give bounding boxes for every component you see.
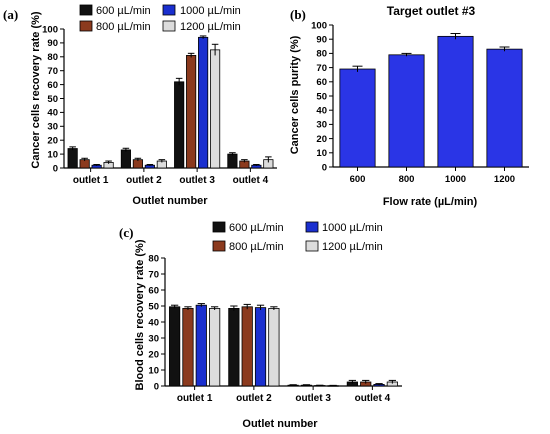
chart-c-bar	[195, 304, 207, 387]
chart-b-bar	[486, 48, 523, 168]
chart-a-bar	[198, 36, 209, 169]
chart-b-ytick-label: 90	[316, 35, 327, 46]
chart-c-bar	[182, 307, 194, 387]
chart-c-bar	[268, 307, 280, 387]
chart-b-xtick-label: 1000	[445, 174, 466, 185]
chart-c-xlabel: Outlet number	[242, 418, 318, 430]
chart-b-bar	[437, 35, 474, 168]
legend-a-swatch-600	[79, 4, 93, 16]
chart-b-xtick-label: 1200	[494, 174, 515, 185]
legend-a: 600 µL/min 800 µL/min 1000 µL/min 1200 µ…	[79, 4, 241, 33]
chart-a-xlabel: Outlet number	[132, 195, 208, 207]
chart-b-ytick-label: 40	[316, 106, 327, 117]
chart-b-bar	[388, 54, 425, 168]
chart-a-plot: 0 10 20 30 40 50 60 70 80 90 100 outlet 1 outlet 2 ou…	[42, 24, 277, 186]
legend-c-swatch-1200	[305, 240, 319, 252]
chart-c-bar	[254, 307, 267, 387]
chart-b-xlabel: Flow rate (µL/min)	[383, 196, 478, 208]
chart-a-ytick-label: 30	[47, 122, 58, 133]
legend-a-swatch-1000	[162, 4, 176, 16]
chart-b-ytick-label: 60	[316, 77, 327, 88]
chart-c-ylabel: Blood cells recovery rate (%)	[134, 239, 146, 390]
chart-c-ytick-label: 50	[148, 301, 159, 312]
legend-a-swatch-1200	[162, 20, 176, 32]
chart-a-ytick-label: 40	[47, 108, 58, 119]
chart-b-bar	[339, 68, 376, 168]
chart-c-ytick-label: 0	[154, 381, 159, 392]
chart-a-xtick-label: outlet 2	[126, 175, 162, 186]
chart-b-ylabel: Cancer cells purity (%)	[289, 35, 301, 154]
chart-b-ytick-label: 20	[316, 134, 327, 145]
chart-c-ytick-label: 10	[148, 365, 159, 376]
chart-a-xtick-label: outlet 4	[233, 175, 269, 186]
chart-b-ytick-label: 30	[316, 120, 327, 131]
chart-c-bar	[228, 307, 240, 387]
chart-a-ytick-label: 60	[47, 80, 58, 91]
chart-c-ytick-label: 30	[148, 333, 159, 344]
chart-c-xtick-label: outlet 3	[295, 393, 331, 404]
legend-a-label-600: 600 µL/min	[96, 5, 151, 17]
panel-label-a: (a)	[3, 7, 18, 22]
chart-b-ytick-label: 70	[316, 63, 327, 74]
chart-b-plot: 0 10 20 30 40 50 60 70 80 90 100 600 800 1000 1200	[311, 20, 529, 185]
chart-c-xtick-label: outlet 1	[177, 393, 213, 404]
chart-a-xtick-label: outlet 3	[179, 175, 215, 186]
chart-a-ytick-label: 100	[42, 24, 58, 35]
chart-b-ytick-label: 0	[322, 162, 327, 173]
chart-a-ytick-label: 10	[47, 149, 58, 160]
chart-c-ytick-label: 60	[148, 285, 159, 296]
legend-c-label-1000: 1000 µL/min	[322, 222, 383, 234]
legend-a-swatch-800	[79, 20, 93, 32]
legend-c-label-600: 600 µL/min	[229, 222, 284, 234]
chart-a-bar	[210, 49, 221, 169]
legend-a-label-1200: 1200 µL/min	[180, 21, 241, 33]
chart-b-ytick-label: 80	[316, 49, 327, 60]
chart-b-ytick-label: 50	[316, 91, 327, 102]
chart-a-xtick-label: outlet 1	[73, 175, 109, 186]
chart-a-bar	[227, 153, 238, 169]
legend-c-label-1200: 1200 µL/min	[322, 241, 383, 253]
legend-c-swatch-600	[212, 221, 226, 233]
legend-c: 600 µL/min 800 µL/min 1000 µL/min 1200 µ…	[212, 221, 383, 253]
legend-c-label-800: 800 µL/min	[229, 241, 284, 253]
chart-b-xtick-label: 800	[399, 174, 415, 185]
chart-a-bar	[186, 55, 197, 169]
chart-c-bar	[169, 306, 181, 387]
legend-c-swatch-800	[212, 240, 226, 252]
chart-a-ylabel: Cancer cells recovery rate (%)	[30, 11, 42, 168]
legend-a-label-800: 800 µL/min	[96, 21, 151, 33]
chart-b-ytick-label: 100	[311, 20, 327, 31]
chart-b-title: Target outlet #3	[387, 4, 476, 18]
chart-a-ytick-label: 0	[53, 163, 58, 174]
chart-c-plot: 0 10 20 30 40 50 60 70 80 outlet 1 outlet 2 outlet …	[148, 253, 402, 404]
legend-a-label-1000: 1000 µL/min	[180, 5, 241, 17]
chart-c-bar	[241, 306, 253, 387]
chart-c-ytick-label: 20	[148, 349, 159, 360]
chart-c-bar	[209, 307, 221, 387]
chart-c-xtick-label: outlet 2	[236, 393, 272, 404]
chart-a-bar	[67, 148, 78, 169]
chart-a-ytick-label: 50	[47, 94, 58, 105]
legend-c-swatch-1000	[305, 221, 319, 233]
chart-a-ytick-label: 70	[47, 66, 58, 77]
chart-a-ytick-label: 90	[47, 38, 58, 49]
chart-c-ytick-label: 80	[148, 253, 159, 264]
chart-b-ytick-label: 10	[316, 148, 327, 159]
chart-a-bar	[174, 81, 185, 169]
chart-c-xtick-label: outlet 4	[355, 393, 391, 404]
chart-a-ytick-label: 80	[47, 52, 58, 63]
panel-label-b: (b)	[290, 7, 306, 22]
panel-label-c: (c)	[119, 225, 133, 240]
chart-c-ytick-label: 70	[148, 269, 159, 280]
chart-b-xtick-label: 600	[350, 174, 366, 185]
chart-a-ytick-label: 20	[47, 136, 58, 147]
chart-a-bar	[120, 149, 131, 169]
chart-c-ytick-label: 40	[148, 317, 159, 328]
